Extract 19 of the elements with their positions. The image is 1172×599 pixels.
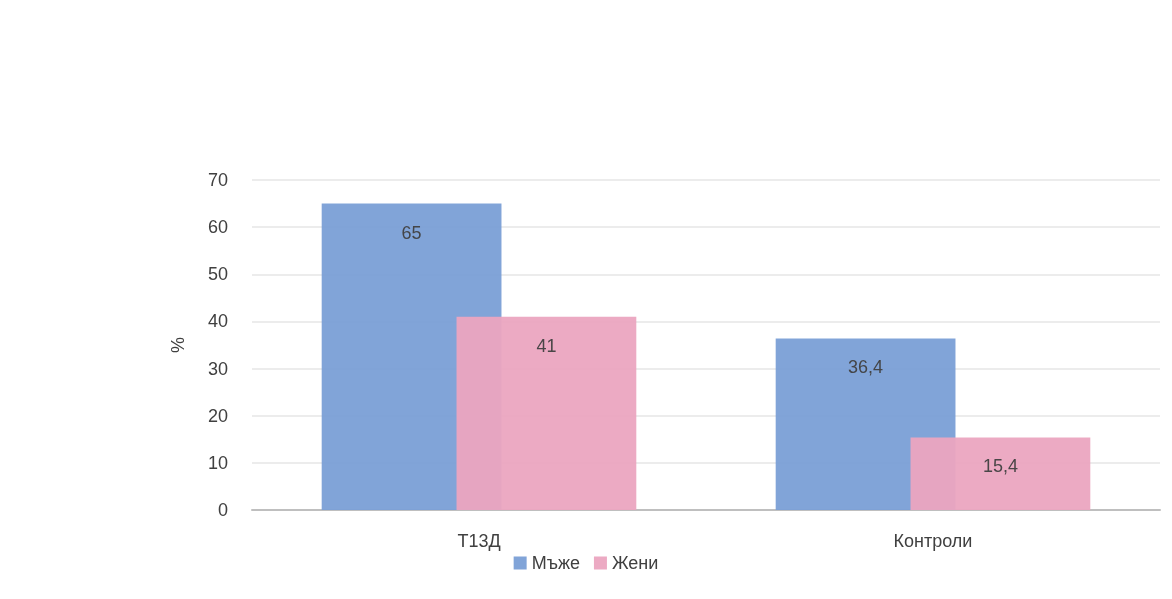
y-tick-label: 70 — [207, 170, 228, 190]
y-axis-title: % — [168, 336, 188, 354]
y-tick-label: 0 — [217, 500, 228, 520]
x-tick-label: Контроли — [893, 531, 973, 551]
data-label: 65 — [401, 222, 422, 243]
bar — [456, 316, 637, 510]
data-label: 15,4 — [982, 456, 1018, 477]
y-tick-label: 30 — [207, 358, 228, 379]
y-tick-label: 40 — [207, 311, 228, 332]
legend-label: Жени — [611, 553, 659, 573]
y-tick-label: 50 — [207, 264, 228, 285]
legend-label: Мъже — [531, 553, 580, 573]
x-tick-label: Т13Д — [457, 531, 501, 551]
y-tick-label: 10 — [207, 452, 228, 473]
bar — [910, 437, 1091, 510]
data-label: 41 — [536, 335, 557, 356]
data-label: 36,4 — [848, 357, 884, 378]
y-tick-label: 20 — [207, 405, 228, 426]
y-tick-label: 60 — [207, 217, 228, 238]
